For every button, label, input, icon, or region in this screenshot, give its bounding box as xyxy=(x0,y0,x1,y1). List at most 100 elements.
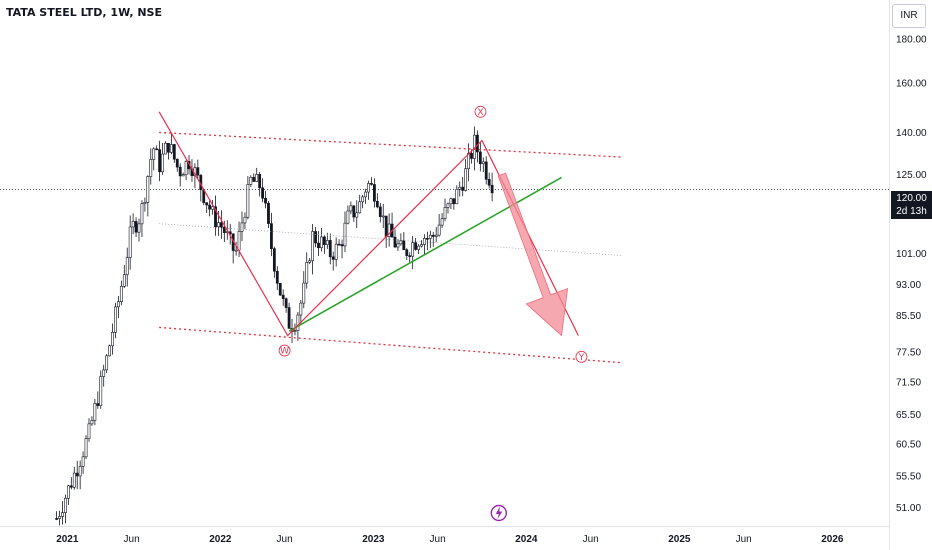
candle-body xyxy=(423,238,426,245)
y-tick-label: 125.00 xyxy=(896,170,927,181)
candle-body xyxy=(287,307,291,329)
candle-body xyxy=(361,196,365,203)
candle-body xyxy=(487,178,491,186)
candle-body xyxy=(408,255,412,257)
candle-body xyxy=(164,143,167,155)
candle-body xyxy=(302,282,306,304)
x-tick-label: 2025 xyxy=(668,534,691,545)
candle-body xyxy=(299,302,303,316)
symbol-title[interactable]: TATA STEEL LTD, 1W, NSE xyxy=(6,6,162,19)
wave-label: Y xyxy=(578,353,585,363)
wave-label-circle xyxy=(575,350,588,363)
candle-body xyxy=(217,222,220,228)
candle-body xyxy=(490,184,494,194)
candle-body xyxy=(414,242,418,250)
candle-body xyxy=(167,143,170,153)
candle-body xyxy=(99,376,103,406)
candle-body xyxy=(114,306,117,333)
candle-body xyxy=(467,152,470,170)
x-axis-ticks: 2021 Jun 2022 Jun 2023 Jun 2024 Jun 2025 Jun 2026 xyxy=(56,534,844,545)
candle-body xyxy=(64,497,67,513)
candle-body xyxy=(308,260,312,263)
drawing-tools: W X Y xyxy=(158,105,622,522)
candle-body xyxy=(334,243,338,260)
upper-channel-line xyxy=(159,131,622,158)
candle-body xyxy=(405,249,409,256)
candle-body xyxy=(146,176,150,203)
candle-body xyxy=(84,438,88,458)
y-tick-label: 93.00 xyxy=(896,280,921,291)
x-tick-label: 2022 xyxy=(209,534,232,545)
y-tick-label: 71.50 xyxy=(896,377,921,388)
candle-body xyxy=(252,177,256,182)
candle-body xyxy=(178,166,182,177)
x-tick-label: Jun xyxy=(124,534,140,545)
candle-body xyxy=(311,231,315,262)
candle-body xyxy=(349,205,353,212)
x-tick-label: 2023 xyxy=(362,534,385,545)
candle-body xyxy=(61,512,64,517)
candle-body xyxy=(66,485,70,499)
candle-body xyxy=(249,177,253,185)
x-tick-label: Jun xyxy=(277,534,293,545)
candle-body xyxy=(452,198,456,205)
x-tick-label: Jun xyxy=(430,534,446,545)
currency-button[interactable]: INR xyxy=(892,4,926,28)
candle-body xyxy=(481,161,485,165)
candle-body xyxy=(255,174,259,182)
candle-body xyxy=(387,223,391,237)
candle-body xyxy=(449,198,453,205)
candle-body xyxy=(78,466,82,477)
y-tick-label: 180.00 xyxy=(896,35,927,46)
candle-body xyxy=(278,282,282,296)
candle-body xyxy=(322,236,326,245)
candle-body xyxy=(81,456,85,467)
candle-body xyxy=(237,231,241,251)
candle-body xyxy=(343,222,347,247)
candle-body xyxy=(337,243,341,246)
candle-body xyxy=(240,222,244,232)
candle-body xyxy=(264,197,267,204)
candle-body xyxy=(381,215,385,218)
x-tick-label: Jun xyxy=(583,534,599,545)
candle-body xyxy=(275,270,279,284)
candle-body xyxy=(402,240,406,251)
candle-body xyxy=(219,222,223,228)
candle-body xyxy=(58,516,61,519)
candle-body xyxy=(393,236,397,248)
candle-body xyxy=(149,159,153,177)
last-price-tag: 120.00 2d 13h xyxy=(891,191,932,219)
candle-body xyxy=(267,202,270,224)
candle-body xyxy=(117,301,120,308)
x-tick-label: Jun xyxy=(736,534,752,545)
candle-body xyxy=(431,234,435,237)
candle-body xyxy=(484,161,488,180)
candle-body xyxy=(317,242,320,249)
y-tick-label: 77.50 xyxy=(896,347,921,358)
candle-body xyxy=(320,236,323,249)
x-tick-label: 2021 xyxy=(56,534,79,545)
candle-body xyxy=(434,234,438,237)
wave-label-circle xyxy=(474,105,487,118)
candle-body xyxy=(125,257,129,275)
candle-body xyxy=(208,204,212,210)
candle-body xyxy=(143,202,147,205)
y-tick-label: 65.50 xyxy=(896,410,921,421)
candle-body xyxy=(161,153,164,173)
candle-body xyxy=(364,191,367,198)
candle-body xyxy=(470,152,473,159)
candle-body xyxy=(108,345,111,357)
y-tick-label: 85.50 xyxy=(896,311,921,322)
candle-body xyxy=(373,184,376,202)
candle-body xyxy=(169,144,173,153)
candle-body xyxy=(446,203,450,208)
candle-body xyxy=(355,212,359,218)
candle-body xyxy=(325,240,329,245)
candle-body xyxy=(172,144,176,160)
candle-body xyxy=(328,240,332,258)
candle-body xyxy=(87,423,91,439)
wave-label-circle xyxy=(278,344,291,357)
candle-body xyxy=(134,221,138,233)
candle-body xyxy=(425,238,429,240)
